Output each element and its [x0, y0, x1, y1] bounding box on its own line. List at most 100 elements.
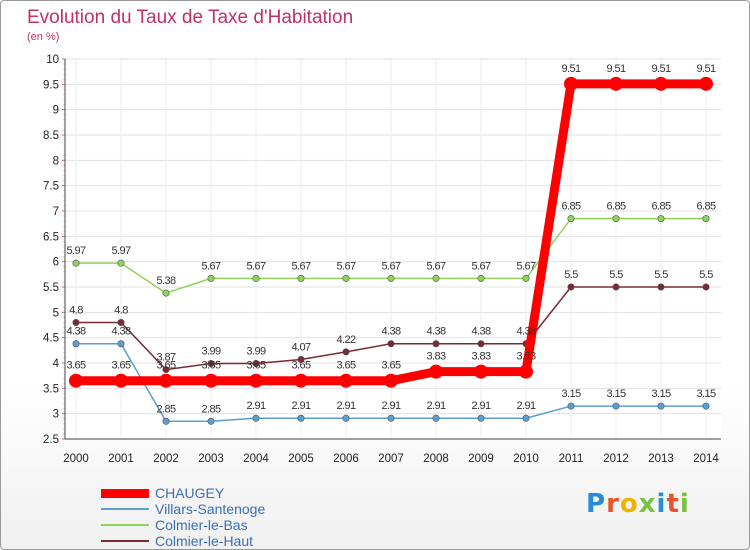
data-label: 2.91: [246, 400, 265, 412]
x-tick-label: 2004: [243, 453, 269, 465]
legend-label: Colmier-le-Haut: [155, 533, 254, 549]
data-point: [657, 402, 665, 410]
data-point: [702, 402, 710, 410]
data-point: [297, 355, 305, 363]
x-tick-label: 2012: [603, 453, 629, 465]
y-tick-label: 2.5: [43, 434, 59, 446]
x-tick-label: 2014: [693, 453, 719, 465]
x-tick-label: 2011: [559, 453, 584, 465]
legend-item: Villars-Santenoge: [101, 501, 265, 517]
data-label: 2.91: [381, 400, 400, 412]
data-label: 3.65: [66, 360, 85, 372]
data-label: 5.67: [201, 260, 220, 272]
logo-letter: r: [606, 489, 620, 519]
data-label: 2.91: [426, 400, 445, 412]
data-point: [477, 274, 485, 282]
legend-swatch: [101, 524, 149, 526]
data-label: 3.87: [156, 352, 175, 364]
y-tick-label: 9: [53, 105, 59, 117]
data-label: 5.97: [66, 245, 85, 257]
data-label: 3.65: [291, 360, 310, 372]
data-point: [567, 402, 575, 410]
data-point: [204, 373, 218, 388]
data-point: [249, 373, 263, 388]
data-label: 5.5: [654, 269, 668, 281]
legend-label: Colmier-le-Bas: [155, 517, 248, 533]
data-label: 3.15: [561, 388, 580, 400]
data-label: 3.65: [381, 360, 400, 372]
data-label: 5.67: [426, 260, 445, 272]
logo-letter: x: [638, 489, 657, 519]
x-tick-label: 2000: [63, 453, 89, 465]
x-tick-label: 2003: [198, 453, 224, 465]
x-tick-label: 2010: [513, 453, 539, 465]
data-label: 3.83: [426, 351, 445, 363]
data-point: [387, 340, 395, 348]
data-point: [519, 364, 533, 379]
data-point: [612, 402, 620, 410]
data-point: [522, 274, 530, 282]
data-label: 3.15: [651, 388, 670, 400]
x-tick-label: 2001: [108, 453, 134, 465]
data-label: 5.67: [381, 260, 400, 272]
legend-item: Colmier-le-Bas: [101, 517, 265, 533]
data-label: 9.51: [651, 63, 670, 75]
data-point: [117, 259, 125, 267]
y-tick-label: 8: [53, 155, 59, 167]
data-label: 2.91: [336, 400, 355, 412]
data-label: 9.51: [606, 63, 625, 75]
data-point: [612, 215, 620, 223]
data-point: [162, 366, 170, 374]
data-point: [387, 274, 395, 282]
data-label: 4.38: [471, 326, 490, 338]
data-point: [432, 274, 440, 282]
data-point: [474, 364, 488, 379]
data-point: [117, 340, 125, 348]
data-label: 5.67: [471, 260, 490, 272]
data-point: [477, 414, 485, 422]
data-label: 3.83: [471, 351, 490, 363]
x-tick-label: 2005: [288, 453, 314, 465]
data-point: [342, 348, 350, 356]
legend: CHAUGEY Villars-Santenoge Colmier-le-Bas Co…: [101, 485, 265, 549]
chart-title: Evolution du Taux de Taxe d'Habitation: [27, 7, 354, 28]
legend-swatch: [101, 540, 149, 542]
data-label: 5.5: [564, 269, 578, 281]
data-label: 3.65: [156, 360, 175, 372]
data-label: 3.99: [201, 346, 220, 358]
data-label: 6.85: [561, 201, 580, 213]
data-label: 2.91: [471, 400, 490, 412]
data-point: [384, 373, 398, 388]
data-label: 4.38: [66, 326, 85, 338]
x-tick-label: 2006: [333, 453, 359, 465]
data-label: 3.65: [336, 360, 355, 372]
chart-unit-label: (en %): [27, 31, 60, 43]
data-label: 4.38: [516, 326, 535, 338]
legend-swatch: [101, 508, 149, 510]
logo-letter: i: [679, 489, 690, 519]
data-point: [564, 76, 578, 91]
data-label: 5.67: [516, 260, 535, 272]
data-label: 4.38: [111, 326, 130, 338]
data-point: [252, 360, 260, 368]
data-point: [207, 417, 215, 425]
data-point: [297, 414, 305, 422]
data-point: [72, 340, 80, 348]
data-point: [429, 364, 443, 379]
data-label: 3.15: [696, 388, 715, 400]
data-label: 5.67: [336, 260, 355, 272]
x-tick-label: 2013: [648, 453, 674, 465]
data-point: [432, 340, 440, 348]
legend-item: CHAUGEY: [101, 485, 265, 501]
logo-letter: P: [586, 489, 607, 519]
data-point: [69, 373, 83, 388]
data-label: 4.8: [114, 304, 128, 316]
y-tick-label: 6.5: [43, 231, 59, 243]
y-tick-label: 7.5: [43, 181, 59, 193]
data-point: [342, 274, 350, 282]
y-tick-label: 5: [53, 307, 59, 319]
data-point: [612, 283, 620, 291]
y-tick-label: 3.5: [43, 383, 59, 395]
